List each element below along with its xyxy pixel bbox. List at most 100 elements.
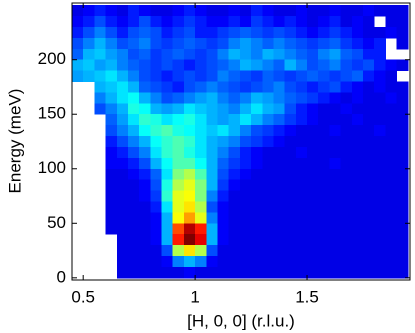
heatmap-cell — [385, 70, 398, 83]
heatmap-cell — [195, 256, 207, 268]
heatmap-cell — [239, 26, 252, 39]
heatmap-cell — [228, 16, 241, 28]
heatmap-cell — [105, 157, 118, 170]
heatmap-cell — [139, 26, 151, 39]
heatmap-cell — [161, 103, 174, 115]
heatmap-cell — [307, 168, 319, 181]
heatmap-cell — [329, 212, 342, 224]
heatmap-cell — [183, 223, 196, 235]
heatmap-cell — [295, 245, 308, 257]
heatmap-cell — [273, 136, 286, 148]
heatmap-cell — [385, 5, 398, 17]
heatmap-cell — [385, 234, 398, 246]
heatmap-cell — [396, 81, 409, 93]
heatmap-cell — [116, 59, 129, 72]
heatmap-cell — [195, 59, 207, 72]
heatmap-cell — [195, 223, 207, 235]
heatmap-cell — [161, 168, 174, 181]
heatmap-cell — [374, 168, 386, 181]
heatmap-cell — [295, 59, 308, 72]
heatmap-cell — [385, 92, 398, 104]
heatmap-cell — [273, 70, 286, 83]
heatmap-cell — [262, 212, 274, 224]
heatmap-cell — [273, 16, 286, 28]
heatmap-cell — [239, 114, 252, 126]
heatmap-cell — [284, 92, 297, 104]
heatmap-cell — [351, 245, 364, 257]
heatmap-cell — [195, 190, 207, 202]
heatmap-cell — [127, 146, 140, 159]
heatmap-cell — [105, 179, 118, 192]
heatmap-cell — [161, 92, 174, 104]
heatmap-cell — [362, 26, 375, 39]
heatmap-cell — [206, 48, 218, 61]
heatmap-cell — [195, 48, 207, 61]
heatmap-cell — [329, 26, 342, 39]
heatmap-cell — [83, 59, 95, 72]
heatmap-cell — [161, 190, 174, 202]
heatmap-cell — [195, 70, 207, 83]
heatmap-cell — [351, 16, 364, 28]
heatmap-cell — [318, 212, 330, 224]
heatmap-cell — [262, 103, 274, 115]
heatmap-cell — [318, 92, 330, 104]
heatmap-cell — [116, 234, 129, 246]
heatmap-cell — [105, 103, 118, 115]
heatmap-cell — [396, 59, 409, 72]
heatmap-cell — [251, 81, 263, 93]
heatmap-cell — [273, 157, 286, 170]
heatmap-cell — [72, 48, 84, 61]
heatmap-cell — [228, 48, 241, 61]
heatmap-cell — [206, 201, 218, 213]
heatmap-cell — [172, 59, 185, 72]
heatmap-cell — [116, 179, 129, 192]
heatmap-cell — [318, 256, 330, 268]
heatmap-cell — [150, 168, 163, 181]
heatmap-cell — [374, 245, 386, 257]
heatmap-cell — [295, 26, 308, 39]
y-tick-label: 150 — [38, 104, 66, 123]
heatmap-cells — [72, 5, 409, 279]
heatmap-cell — [116, 190, 129, 202]
heatmap-cell — [183, 245, 196, 257]
heatmap-cell — [94, 5, 107, 17]
heatmap-cell — [295, 256, 308, 268]
heatmap-cell — [195, 92, 207, 104]
heatmap-cell — [351, 212, 364, 224]
heatmap-cell — [251, 256, 263, 268]
heatmap-cell — [262, 157, 274, 170]
heatmap-cell — [318, 81, 330, 93]
heatmap-cell — [385, 59, 398, 72]
heatmap-cell — [172, 146, 185, 159]
heatmap-cell — [195, 114, 207, 126]
x-axis-label: [H, 0, 0] (r.l.u.) — [187, 311, 295, 330]
heatmap-cell — [396, 245, 409, 257]
heatmap-cell — [340, 125, 353, 137]
heatmap-cell — [351, 157, 364, 170]
heatmap-cell — [139, 81, 151, 93]
heatmap-cell — [239, 256, 252, 268]
heatmap-cell — [206, 234, 218, 246]
heatmap-cell — [139, 212, 151, 224]
heatmap-cell — [284, 157, 297, 170]
heatmap-cell — [284, 146, 297, 159]
heatmap-cell — [362, 125, 375, 137]
heatmap-cell — [139, 114, 151, 126]
heatmap-cell — [396, 256, 409, 268]
heatmap-cell — [307, 16, 319, 28]
heatmap-cell — [228, 114, 241, 126]
heatmap-cell — [139, 201, 151, 213]
heatmap-cell — [150, 256, 163, 268]
heatmap-cell — [262, 146, 274, 159]
heatmap-cell — [239, 245, 252, 257]
heatmap-cell — [228, 245, 241, 257]
heatmap-cell — [172, 48, 185, 61]
heatmap-cell — [228, 136, 241, 148]
heatmap-cell — [273, 103, 286, 115]
heatmap-cell — [374, 114, 386, 126]
heatmap-cell — [183, 70, 196, 83]
heatmap-cell — [374, 92, 386, 104]
heatmap-cell — [150, 114, 163, 126]
heatmap-cell — [284, 201, 297, 213]
heatmap-cell — [340, 157, 353, 170]
